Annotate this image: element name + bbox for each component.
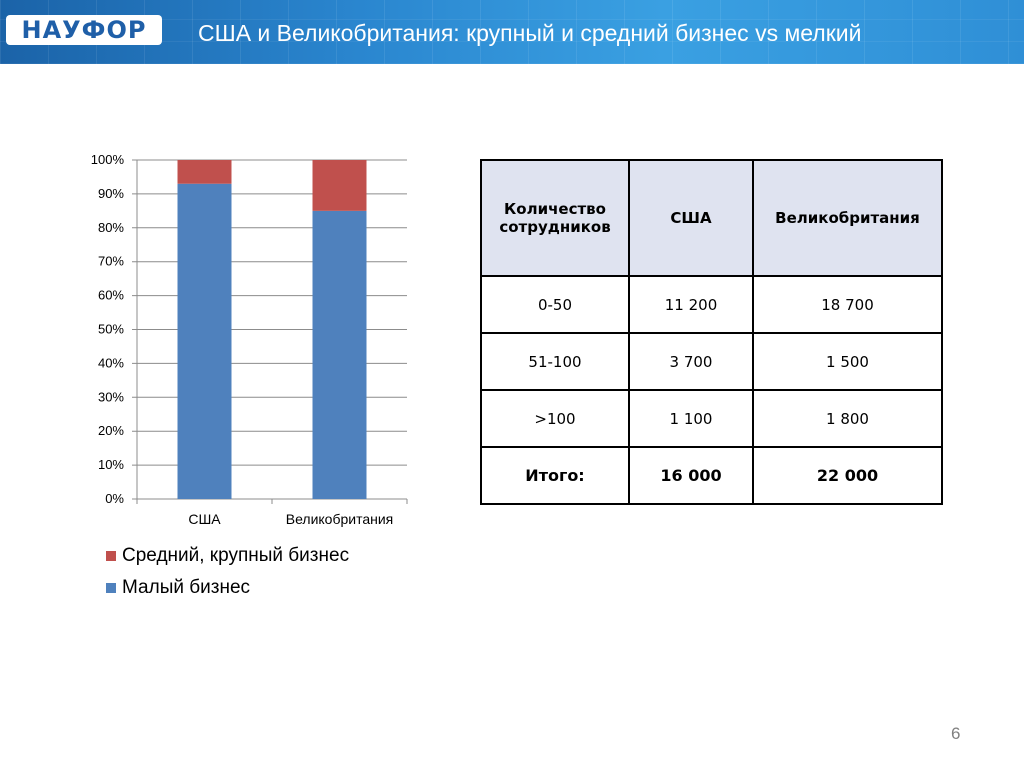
table-cell: 18 700	[752, 275, 943, 334]
header-usa: США	[628, 159, 754, 277]
header-uk: Великобритания	[752, 159, 943, 277]
table-cell: Итого:	[480, 446, 630, 505]
header-grid-pattern	[0, 0, 1024, 64]
y-tick-label: 70%	[98, 254, 124, 269]
legend-item-medium-large: Средний, крупный бизнес	[106, 540, 349, 572]
y-tick-label: 90%	[98, 186, 124, 201]
bar-small-business-1	[312, 210, 367, 499]
header-employees: Количество сотрудников	[480, 159, 630, 277]
y-tick-label: 0%	[105, 491, 124, 506]
table-cell: 22 000	[752, 446, 943, 505]
x-category-label: США	[188, 511, 221, 527]
bar-small-business-0	[177, 183, 232, 500]
table-cell: >100	[480, 389, 630, 448]
y-tick-label: 100%	[91, 152, 125, 167]
y-tick-label: 30%	[98, 389, 124, 404]
table-row: 0-50 11 200 18 700	[480, 275, 943, 334]
table-cell: 11 200	[628, 275, 754, 334]
logo-background	[6, 15, 162, 45]
y-tick-label: 20%	[98, 423, 124, 438]
table-cell: 3 700	[628, 332, 754, 391]
y-tick-label: 40%	[98, 355, 124, 370]
employee-count-table: Количество сотрудников США Великобритани…	[480, 159, 943, 505]
bar-medium-large-business-1	[312, 160, 367, 211]
legend-swatch-small	[106, 583, 116, 593]
table-row: >100 1 100 1 800	[480, 389, 943, 448]
y-tick-label: 80%	[98, 220, 124, 235]
y-tick-label: 60%	[98, 288, 124, 303]
table-header-row: Количество сотрудников США Великобритани…	[480, 159, 943, 277]
legend-swatch-medium-large	[106, 551, 116, 561]
x-category-label: Великобритания	[286, 511, 394, 527]
table-row: 51-100 3 700 1 500	[480, 332, 943, 391]
table-cell: 51-100	[480, 332, 630, 391]
legend-item-small: Малый бизнес	[106, 572, 349, 604]
header-band: НАУФОР США и Великобритания: крупный и с…	[0, 0, 1024, 64]
page-number: 6	[951, 724, 961, 743]
y-tick-label: 10%	[98, 457, 124, 472]
table-cell: 1 500	[752, 332, 943, 391]
table-cell: 0-50	[480, 275, 630, 334]
y-tick-label: 50%	[98, 322, 124, 337]
table-cell: 1 800	[752, 389, 943, 448]
logo: НАУФОР	[21, 16, 147, 44]
table-cell: 1 100	[628, 389, 754, 448]
stacked-bar-chart: 0% 10% 20% 30% 40% 50% 60% 70% 80% 90% 100% США Вели…	[91, 152, 408, 527]
table-cell: 16 000	[628, 446, 754, 505]
table-total-row: Итого: 16 000 22 000	[480, 446, 943, 505]
bar-medium-large-business-0	[177, 160, 232, 184]
legend-label-small: Малый бизнес	[122, 577, 251, 598]
page-title: США и Великобритания: крупный и средний …	[198, 20, 862, 46]
chart-legend: Средний, крупный бизнес Малый бизнес	[106, 540, 349, 604]
legend-label-medium-large: Средний, крупный бизнес	[122, 545, 350, 566]
